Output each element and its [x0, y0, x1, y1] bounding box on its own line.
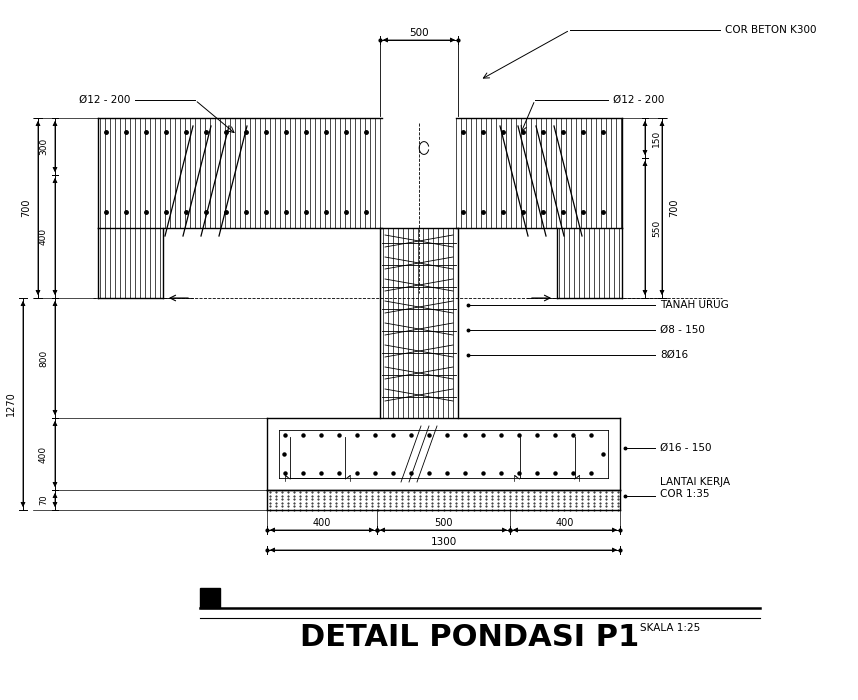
Text: 400: 400 [556, 518, 574, 528]
Text: Ø12 - 200: Ø12 - 200 [613, 95, 664, 105]
Text: 8Ø16: 8Ø16 [660, 350, 688, 360]
Text: 400: 400 [39, 445, 48, 463]
Text: 500: 500 [409, 28, 429, 38]
Text: 550: 550 [652, 219, 661, 237]
Text: 1270: 1270 [6, 391, 16, 416]
Text: 1300: 1300 [431, 537, 456, 547]
Bar [200, 588, 220, 608]
Text: TANAH URUG: TANAH URUG [660, 300, 728, 310]
Text: LANTAI KERJA
COR 1:35: LANTAI KERJA COR 1:35 [660, 477, 730, 499]
Text: 700: 700 [669, 199, 679, 217]
Text: SKALA 1:25: SKALA 1:25 [640, 623, 700, 633]
Text: DETAIL PONDASI P1: DETAIL PONDASI P1 [300, 624, 639, 652]
Text: 70: 70 [39, 495, 48, 505]
Text: 800: 800 [39, 349, 48, 367]
Text: Ø12 - 200: Ø12 - 200 [79, 95, 130, 105]
Text: 700: 700 [21, 199, 31, 217]
Text: Ø16 - 150: Ø16 - 150 [660, 443, 711, 453]
Text: COR BETON K300: COR BETON K300 [725, 25, 817, 35]
Text: Ø8 - 150: Ø8 - 150 [660, 325, 705, 335]
Text: 150: 150 [652, 130, 661, 146]
Text: 300: 300 [39, 138, 48, 155]
Text: 500: 500 [434, 518, 453, 528]
Text: 400: 400 [39, 228, 48, 245]
Text: 400: 400 [313, 518, 331, 528]
